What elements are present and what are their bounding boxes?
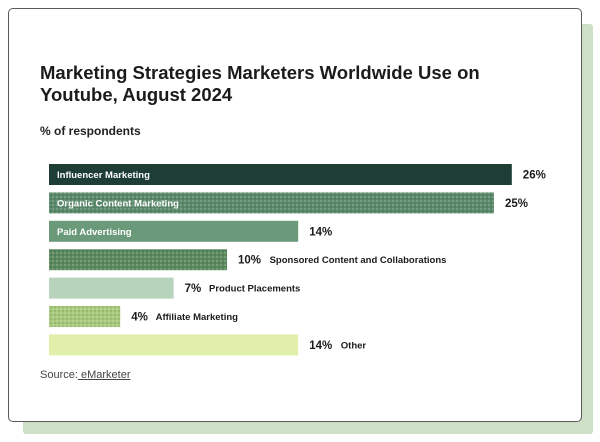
value-label-3: 10% (238, 255, 261, 267)
bar-6 (49, 334, 299, 356)
category-label-1: Organic Content Marketing (57, 198, 179, 209)
bar-pattern-3 (49, 249, 227, 271)
value-label-4: 7% (185, 283, 202, 295)
bar-pattern-1 (49, 192, 494, 214)
chart-subtitle: % of respondents (40, 124, 141, 138)
bar-0 (49, 164, 512, 185)
value-label-5: 4% (131, 312, 148, 324)
value-label-2: 14% (309, 226, 332, 238)
bar-4 (49, 277, 174, 299)
category-label-6: Other (341, 340, 367, 351)
source-prefix: Source: (40, 369, 78, 381)
bar-pattern-5 (49, 306, 121, 327)
value-label-0: 26% (523, 170, 546, 182)
value-label-6: 14% (309, 340, 332, 352)
category-label-5: Affiliate Marketing (156, 312, 239, 323)
value-label-1: 25% (505, 198, 528, 210)
category-label-2: Paid Advertising (57, 227, 132, 238)
bar-2 (49, 220, 299, 242)
chart-title: Marketing Strategies Marketers Worldwide… (40, 62, 480, 105)
source-line: Source: eMarketer (40, 369, 131, 381)
category-label-3: Sponsored Content and Collaborations (270, 255, 447, 266)
category-label-4: Product Placements (209, 284, 300, 295)
source-link[interactable]: eMarketer (77, 369, 131, 381)
category-label-0: Influencer Marketing (57, 170, 150, 181)
